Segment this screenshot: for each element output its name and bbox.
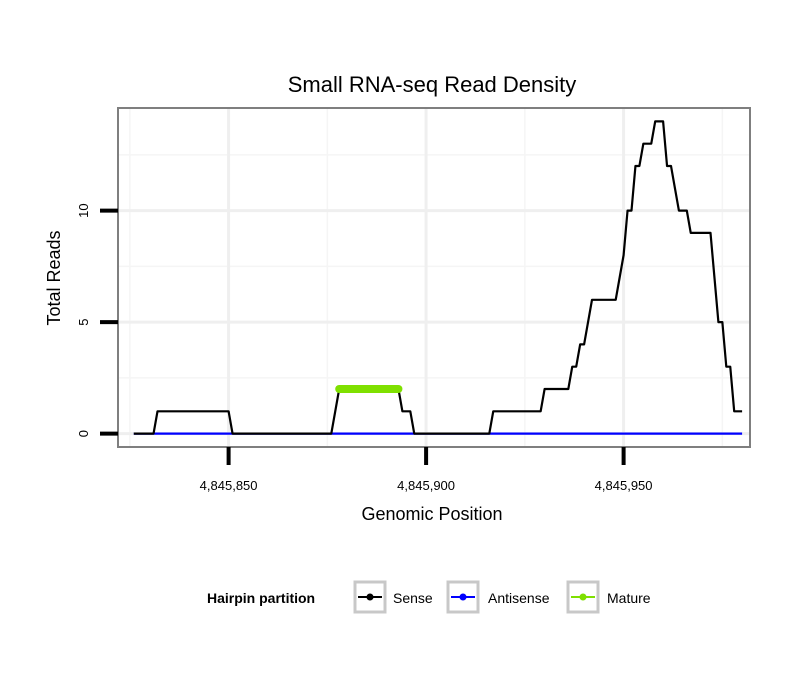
legend-title: Hairpin partition — [207, 590, 315, 606]
plot-panel — [118, 108, 750, 447]
legend-key-dot — [459, 593, 467, 601]
chart-title: Small RNA-seq Read Density — [288, 72, 577, 97]
legend-label: Mature — [607, 590, 651, 606]
x-tick-label: 4,845,850 — [200, 478, 258, 493]
x-axis: 4,845,850 4,845,900 4,845,950 — [200, 447, 653, 493]
plot-border — [117, 107, 751, 448]
legend: Hairpin partition Sense Antisense Mature — [207, 580, 651, 614]
y-axis-title: Total Reads — [44, 230, 64, 325]
legend-label: Antisense — [488, 590, 550, 606]
x-tick-label: 4,845,950 — [595, 478, 653, 493]
y-tick-label: 0 — [76, 430, 91, 437]
series-line-sense — [133, 120, 743, 435]
legend-key-dot — [579, 593, 587, 601]
minor-gridlines — [118, 108, 750, 447]
legend-label: Sense — [393, 590, 433, 606]
legend-key-dot — [366, 593, 374, 601]
y-tick-label: 10 — [76, 203, 91, 217]
x-axis-title: Genomic Position — [361, 504, 502, 524]
y-axis: 0 5 10 — [76, 203, 118, 437]
y-tick-label: 5 — [76, 318, 91, 325]
series-layer — [133, 120, 743, 435]
x-tick-label: 4,845,900 — [397, 478, 455, 493]
